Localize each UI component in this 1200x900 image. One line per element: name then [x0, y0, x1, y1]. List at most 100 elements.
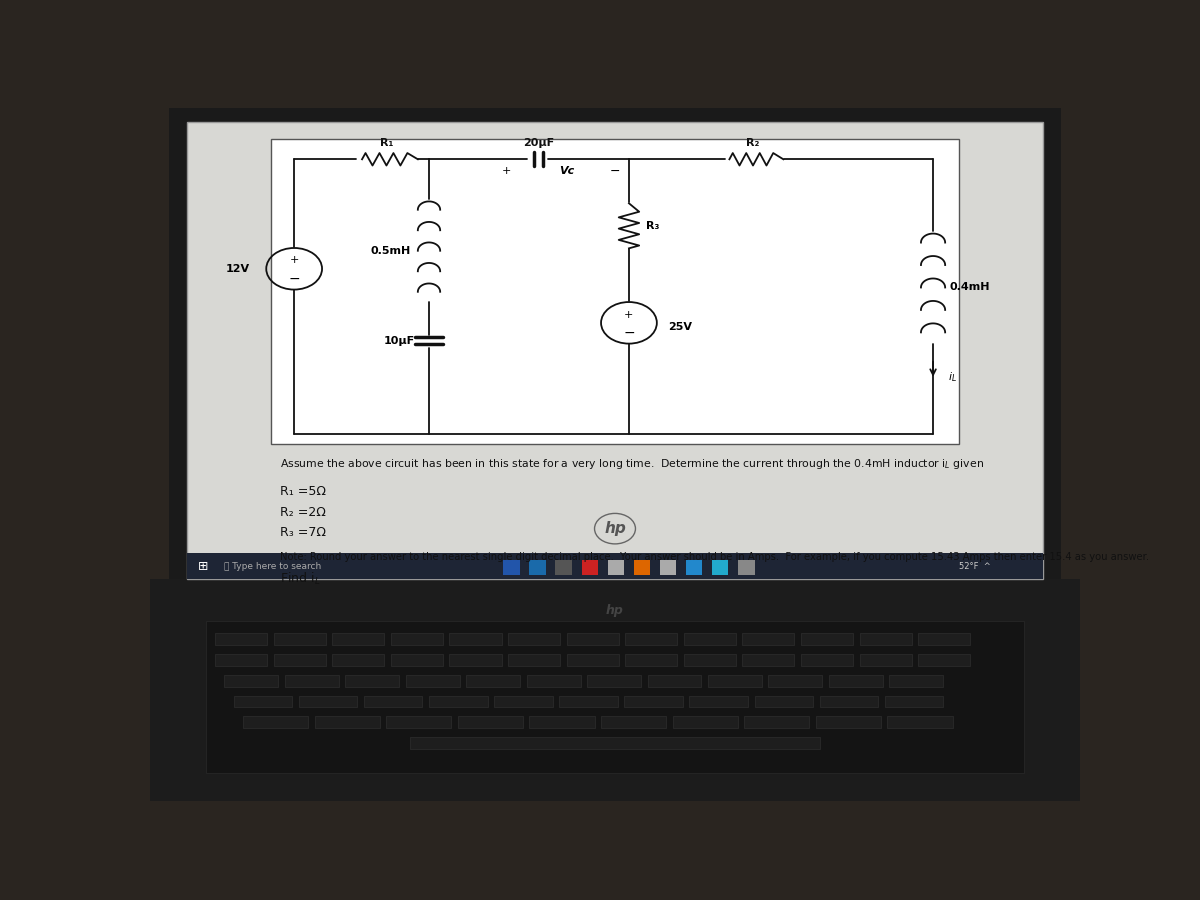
Bar: [582, 560, 599, 575]
Bar: [274, 654, 325, 666]
Bar: [458, 716, 523, 728]
Bar: [187, 122, 1043, 580]
Bar: [391, 654, 443, 666]
Text: 20µF: 20µF: [523, 138, 554, 148]
Text: R₁: R₁: [379, 138, 392, 148]
Bar: [450, 634, 502, 645]
Text: 0.4mH: 0.4mH: [950, 283, 990, 293]
Bar: [566, 634, 619, 645]
Text: +: +: [289, 256, 299, 266]
Text: 10µF: 10µF: [384, 336, 415, 346]
Text: −: −: [610, 165, 620, 177]
Bar: [346, 675, 400, 687]
Bar: [187, 553, 1043, 580]
Text: Vᴄ: Vᴄ: [559, 166, 575, 176]
Bar: [529, 560, 546, 575]
Text: ⊞: ⊞: [198, 560, 209, 572]
Bar: [450, 654, 502, 666]
Bar: [271, 140, 959, 444]
Text: 52°F  ^: 52°F ^: [959, 562, 991, 571]
Bar: [410, 736, 820, 749]
Bar: [744, 716, 809, 728]
Bar: [430, 696, 487, 707]
Bar: [816, 716, 881, 728]
Bar: [684, 654, 736, 666]
Bar: [234, 696, 293, 707]
Bar: [634, 560, 650, 575]
Text: 🔍 Type here to search: 🔍 Type here to search: [224, 562, 322, 571]
Bar: [467, 675, 520, 687]
Text: R₃ =7Ω: R₃ =7Ω: [281, 526, 326, 539]
Bar: [690, 696, 748, 707]
Bar: [274, 634, 325, 645]
Bar: [150, 580, 1080, 801]
Bar: [601, 716, 666, 728]
Bar: [206, 621, 1024, 773]
Bar: [391, 634, 443, 645]
Bar: [684, 634, 736, 645]
Bar: [829, 675, 883, 687]
Bar: [802, 634, 853, 645]
Bar: [224, 675, 278, 687]
Bar: [559, 696, 618, 707]
Bar: [660, 560, 677, 575]
Text: 12V: 12V: [226, 264, 250, 274]
Bar: [364, 696, 422, 707]
Text: −: −: [288, 272, 300, 286]
Bar: [508, 634, 560, 645]
Bar: [802, 654, 853, 666]
Bar: [529, 716, 594, 728]
Bar: [712, 560, 728, 575]
Bar: [673, 716, 738, 728]
Bar: [738, 560, 755, 575]
Text: 0.5mH: 0.5mH: [370, 246, 410, 256]
Bar: [527, 675, 581, 687]
Bar: [918, 634, 971, 645]
Bar: [625, 634, 677, 645]
Bar: [685, 560, 702, 575]
Bar: [755, 696, 814, 707]
Bar: [508, 654, 560, 666]
Bar: [314, 716, 379, 728]
Bar: [888, 716, 953, 728]
Bar: [299, 696, 358, 707]
Bar: [215, 654, 268, 666]
Bar: [556, 560, 572, 575]
Text: R₂: R₂: [746, 138, 760, 148]
Bar: [504, 560, 520, 575]
Bar: [884, 696, 943, 707]
Text: 25V: 25V: [668, 322, 692, 332]
Bar: [607, 560, 624, 575]
Bar: [624, 696, 683, 707]
Bar: [859, 654, 912, 666]
Bar: [768, 675, 822, 687]
Bar: [332, 634, 384, 645]
Text: +: +: [502, 166, 511, 176]
Bar: [566, 654, 619, 666]
Text: +: +: [624, 310, 634, 320]
Bar: [332, 654, 384, 666]
Bar: [859, 634, 912, 645]
Bar: [494, 696, 553, 707]
Bar: [889, 675, 943, 687]
Bar: [648, 675, 702, 687]
Bar: [386, 716, 451, 728]
Bar: [820, 696, 878, 707]
Text: hp: hp: [606, 604, 624, 617]
Bar: [215, 634, 268, 645]
Bar: [708, 675, 762, 687]
Bar: [625, 654, 677, 666]
Text: Assume the above circuit has been in this state for a very long time.  Determine: Assume the above circuit has been in thi…: [281, 456, 984, 471]
Bar: [743, 654, 794, 666]
Bar: [242, 716, 308, 728]
Bar: [168, 108, 1061, 593]
Bar: [587, 675, 641, 687]
Bar: [284, 675, 338, 687]
Bar: [918, 654, 971, 666]
Text: hp: hp: [604, 521, 626, 536]
Text: −: −: [623, 326, 635, 340]
Text: R₂ =2Ω: R₂ =2Ω: [281, 506, 326, 518]
Text: R₃: R₃: [646, 220, 659, 230]
Bar: [743, 634, 794, 645]
Text: Note: Round your answer to the nearest single digit decimal place.  Your answer : Note: Round your answer to the nearest s…: [281, 552, 1150, 562]
